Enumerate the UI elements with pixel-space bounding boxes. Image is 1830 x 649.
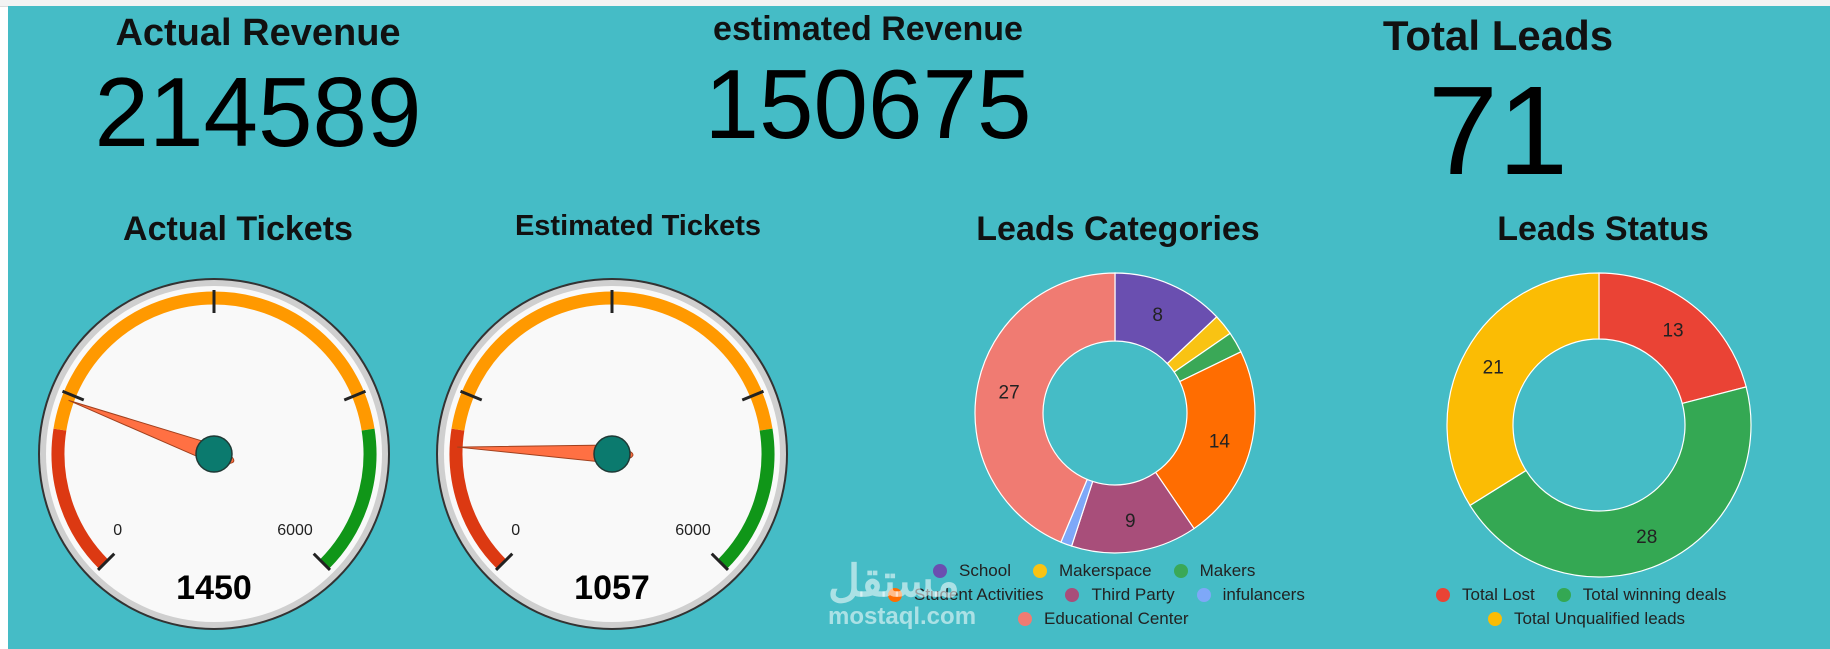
legend-item: Educational Center (1018, 609, 1189, 629)
actual-tickets-title: Actual Tickets (123, 210, 353, 248)
gauge-red-band (51, 428, 109, 569)
gauge-tick (343, 389, 367, 402)
legend-swatch (1065, 588, 1080, 602)
donut-slice-student-activities (1154, 350, 1256, 530)
gauge-tick (312, 552, 332, 572)
legend-label: Total Lost (1462, 585, 1535, 604)
legend-swatch (1196, 588, 1211, 602)
mostaql-watermark: مستقل mostaql.com (828, 556, 976, 631)
legend-swatch (1556, 588, 1571, 602)
donut-slice-label: 27 (999, 383, 1020, 404)
legend-label: Student Activities (914, 585, 1044, 604)
donut-slice-label: 13 (1662, 320, 1683, 341)
legend-label: infulancers (1222, 585, 1305, 604)
legend-row: Total Lost Total winning deals (1436, 585, 1748, 605)
donut-slice-label: 9 (1125, 511, 1136, 532)
donut-slice-label: 14 (1209, 432, 1231, 453)
legend-swatch (933, 564, 947, 578)
legend-row: School Makerspace Makers (933, 561, 1277, 581)
leads-status-donut: 13 28 21 (1446, 272, 1752, 578)
gauge-value-label: 1057 (574, 569, 650, 607)
donut-slice-total-lost (1598, 272, 1747, 405)
gauge-max-label: 6000 (675, 522, 711, 539)
leads-status-title: Leads Status (1497, 210, 1709, 248)
gauge-hub (593, 435, 631, 473)
legend-label: Total winning deals (1582, 585, 1727, 604)
legend-swatch (1436, 588, 1450, 602)
estimated-tickets-gauge: 0 6000 1057 (436, 278, 788, 630)
legend-item: Total winning deals (1556, 585, 1727, 605)
actual-revenue-value: 214589 (94, 57, 422, 167)
legend-swatch (1032, 564, 1047, 578)
donut-slice-label: 8 (1152, 305, 1163, 326)
gauge-tick (61, 389, 85, 402)
legend-item: Third Party (1065, 585, 1175, 605)
total-leads-value: 71 (1427, 60, 1569, 201)
dashboard-panel: Actual Revenue 214589 estimated Revenue … (8, 6, 1830, 649)
donut-slice-label: 21 (1483, 357, 1504, 378)
legend-item: School (933, 561, 1011, 581)
gauge-red-band (449, 428, 507, 569)
donut-slice-educational-center (974, 272, 1116, 543)
watermark-latin: mostaql.com (828, 603, 977, 630)
watermark-arabic: مستقل (828, 557, 960, 606)
legend-swatch (1488, 612, 1502, 626)
donut-slice-total-unqualified-leads (1446, 272, 1600, 507)
donut-slice-label: 28 (1636, 527, 1657, 548)
legend-swatch (888, 588, 902, 602)
legend-item: Student Activities (888, 585, 1043, 605)
donut-slice-total-winning-deals (1469, 386, 1752, 578)
gauge-tick (741, 389, 765, 402)
total-leads-label: Total Leads (1382, 12, 1614, 59)
legend-item: Total Unqualified leads (1488, 609, 1685, 629)
gauge-min-label: 0 (113, 522, 122, 539)
gauge-hub (195, 435, 233, 473)
legend-row: Educational Center (1018, 609, 1211, 629)
gauge-tick (459, 389, 483, 402)
legend-item: Makers (1173, 561, 1256, 581)
legend-label: Makerspace (1058, 561, 1152, 580)
legend-label: Third Party (1091, 585, 1175, 604)
gauge-green-band (319, 428, 377, 569)
estimated-tickets-title: Estimated Tickets (514, 210, 762, 242)
gauge-green-band (717, 428, 775, 569)
legend-swatch (1018, 612, 1032, 626)
legend-row: Student Activities Third Party infulancers (888, 585, 1327, 605)
legend-row: Total Unqualified leads (1488, 609, 1707, 629)
legend-label: Educational Center (1044, 609, 1189, 628)
gauge-min-label: 0 (511, 522, 520, 539)
estimated-revenue-value: 150675 (704, 49, 1032, 159)
gauge-max-label: 6000 (277, 522, 313, 539)
leads-categories-donut: 8 14 9 27 (974, 272, 1256, 554)
estimated-revenue-label: estimated Revenue (713, 10, 1023, 48)
gauge-tick (710, 552, 730, 572)
legend-swatch (1173, 564, 1188, 578)
gauge-tick (96, 552, 116, 572)
legend-label: School (959, 561, 1011, 580)
legend-item: Total Lost (1436, 585, 1535, 605)
actual-tickets-gauge: 0 6000 1450 (38, 278, 390, 630)
gauge-value-label: 1450 (176, 569, 252, 607)
actual-revenue-label: Actual Revenue (115, 12, 401, 54)
legend-item: infulancers (1196, 585, 1305, 605)
legend-item: Makerspace (1032, 561, 1152, 581)
gauge-tick (494, 552, 514, 572)
legend-label: Total Unqualified leads (1514, 609, 1686, 628)
legend-label: Makers (1199, 561, 1256, 580)
leads-categories-title: Leads Categories (976, 210, 1260, 248)
